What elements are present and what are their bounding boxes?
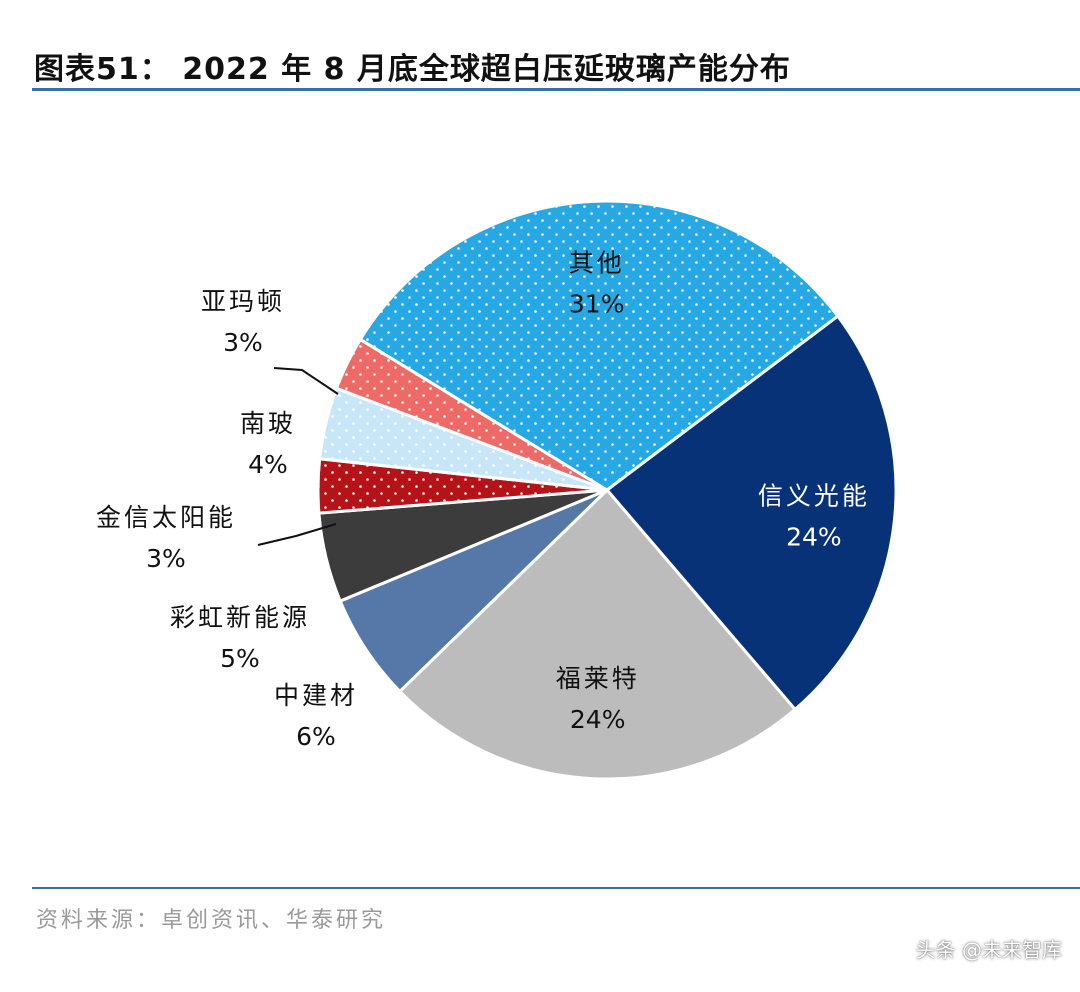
pie-chart: 信义光能 24% 福莱特 24% 中建材 6% 彩虹新能源 5% 金信太阳能 3% 南玻 4% 亚玛顿 3…	[96, 199, 898, 781]
slice-value-label: 31%	[569, 289, 625, 318]
slice-name-label: 彩虹新能源	[170, 603, 310, 632]
watermark: 头条 @未来智库	[915, 938, 1062, 962]
slice-name-label: 中建材	[274, 681, 358, 710]
slice-value-label: 3%	[223, 328, 263, 357]
slice-value-label: 3%	[146, 544, 186, 573]
slice-name-label: 福莱特	[556, 664, 640, 693]
slice-name-label: 其他	[569, 248, 625, 277]
slices-layer	[316, 199, 898, 781]
slice-value-label: 4%	[248, 450, 288, 479]
source-note: 资料来源：卓创资讯、华泰研究	[36, 908, 387, 933]
slice-name-label: 南玻	[240, 409, 296, 438]
leader-line	[257, 523, 337, 546]
slice-value-label: 24%	[786, 523, 842, 552]
footer-divider	[32, 887, 1080, 889]
leader-lines-layer	[257, 367, 339, 546]
title-divider	[32, 88, 1080, 91]
leader-line	[273, 367, 339, 395]
pie-slice	[358, 199, 840, 492]
slice-name-label: 亚玛顿	[201, 287, 285, 316]
slice-name-label: 金信太阳能	[96, 503, 236, 532]
slice-value-label: 5%	[220, 644, 260, 673]
labels-layer: 信义光能 24% 福莱特 24% 中建材 6% 彩虹新能源 5% 金信太阳能 3% 南玻 4% 亚玛顿 3…	[96, 248, 870, 751]
slice-value-label: 24%	[570, 705, 626, 734]
slice-name-label: 信义光能	[758, 482, 870, 511]
slice-value-label: 6%	[296, 722, 336, 751]
chart-title: 图表51： 2022 年 8 月底全球超白压延玻璃产能分布	[34, 52, 791, 87]
pie-slice	[605, 314, 898, 711]
pie-slice	[398, 488, 797, 781]
